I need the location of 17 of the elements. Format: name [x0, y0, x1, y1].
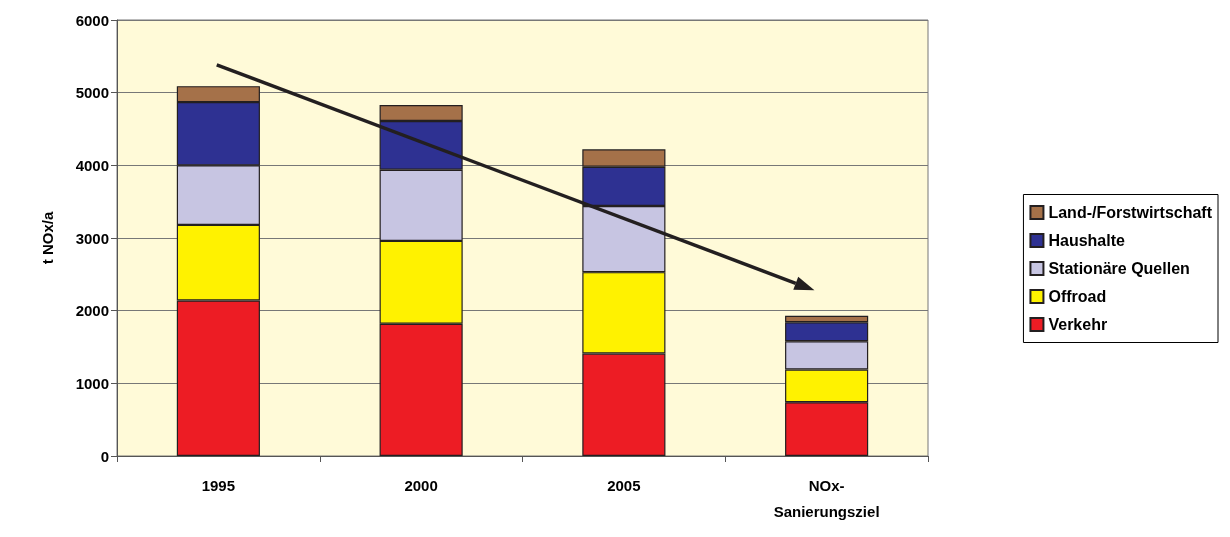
legend-label: Haushalte [1048, 232, 1126, 249]
x-tick-label: 2000 [404, 476, 438, 494]
y-tick-label: 2000 [75, 302, 109, 320]
legend-label: Verkehr [1048, 316, 1108, 333]
y-tick-label: 4000 [75, 156, 109, 174]
legend-label: Offroad [1048, 288, 1107, 305]
y-tick-label: 0 [100, 447, 109, 465]
y-tick-label: 5000 [75, 84, 109, 102]
legend-label: Stationäre Quellen [1048, 260, 1190, 277]
y-tick-label: 3000 [75, 229, 109, 247]
y-tick-label: 1000 [75, 374, 109, 392]
y-tick-label: 6000 [75, 11, 109, 29]
y-axis-title: t NOx/a [39, 211, 56, 265]
legend-label: Land-/Forstwirtschaft [1048, 204, 1213, 221]
x-tick-label: 1995 [201, 476, 236, 494]
x-tick-label: NOx- Sanierungsziel [773, 476, 880, 520]
x-tick-label: 2005 [607, 476, 641, 494]
